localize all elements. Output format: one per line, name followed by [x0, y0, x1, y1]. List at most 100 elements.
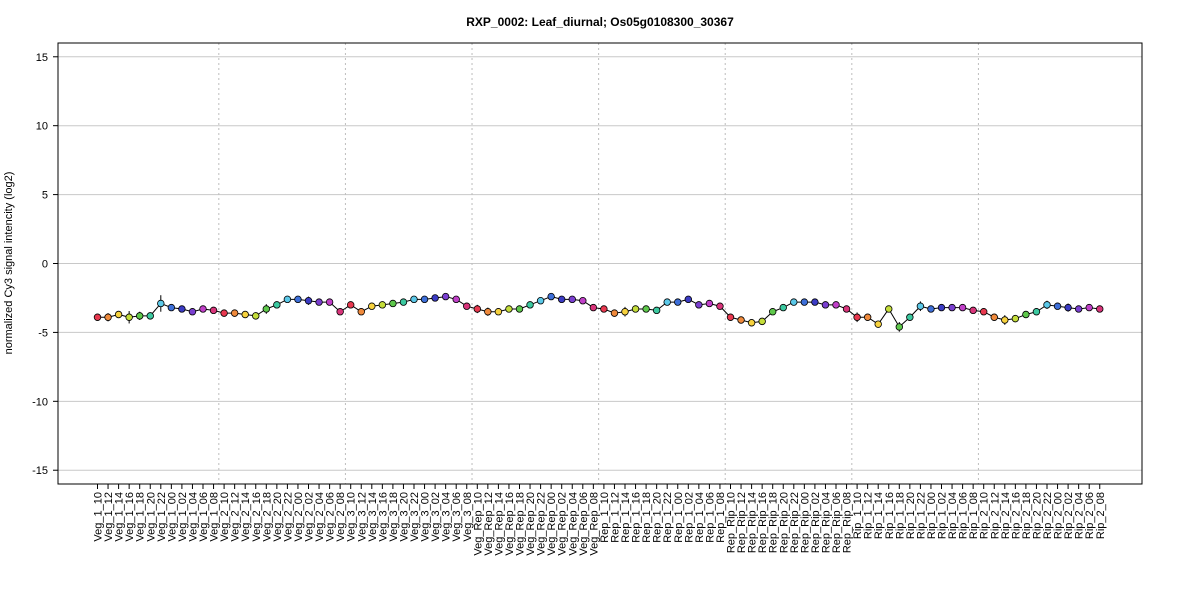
data-point: [885, 305, 893, 313]
x-tick-label: Veg_Rep_16: [504, 492, 516, 556]
data-point: [600, 305, 608, 313]
data-point: [410, 295, 418, 304]
data-point: [125, 313, 133, 321]
data-point: [114, 310, 123, 319]
data-point: [526, 301, 534, 309]
x-tick-label: Veg_1_18: [135, 492, 147, 542]
x-axis: Veg_1_10Veg_1_12Veg_1_14Veg_1_16Veg_1_18…: [93, 484, 1107, 556]
x-tick-label: Veg_3_20: [398, 492, 410, 542]
x-tick-label: Rip_2_02: [1063, 492, 1075, 539]
x-tick-label: Rip_1_02: [937, 492, 949, 539]
x-tick-label: Veg_Rep_20: [525, 492, 537, 556]
data-point: [241, 310, 249, 319]
data-point: [684, 295, 692, 304]
chart-title: RXP_0002: Leaf_diurnal; Os05g0108300_303…: [466, 15, 734, 29]
x-tick-label: Rep_Rip_16: [757, 492, 769, 553]
y-tick-label: -10: [32, 396, 48, 408]
data-point: [589, 303, 598, 312]
x-tick-label: Rip_2_22: [1042, 492, 1054, 539]
data-point: [1053, 302, 1062, 310]
data-point: [621, 308, 629, 316]
data-point: [230, 309, 239, 317]
data-point: [863, 313, 872, 321]
x-tick-label: Rip_2_18: [1021, 492, 1033, 539]
x-tick-label: Veg_2_20: [272, 492, 284, 542]
y-tick-label: 0: [42, 259, 48, 271]
data-point: [463, 302, 471, 310]
x-tick-label: Rep_Rip_06: [831, 492, 843, 553]
data-point: [842, 305, 851, 313]
x-tick-label: Veg_1_12: [103, 492, 115, 542]
y-tick-label: 15: [36, 52, 48, 64]
data-point: [441, 292, 450, 301]
data-point: [895, 323, 903, 331]
data-point: [874, 320, 882, 328]
x-tick-label: Veg_Rep_04: [567, 492, 579, 556]
x-tick-label: Veg_Rep_06: [578, 492, 590, 556]
data-point: [747, 319, 756, 327]
data-point: [188, 308, 197, 316]
x-tick-label: Veg_Rep_00: [546, 492, 558, 556]
x-tick-label: Rip_1_06: [958, 492, 970, 539]
y-axis: -15 -10 -5 0 5 10 15: [32, 52, 58, 477]
series-path: [97, 296, 1100, 328]
data-point: [958, 303, 967, 312]
data-point: [769, 308, 777, 316]
data-point: [1001, 316, 1009, 324]
data-point: [853, 313, 861, 321]
x-tick-label: Rep_1_00: [673, 492, 685, 543]
x-tick-label: Rep_1_06: [704, 492, 716, 543]
data-point: [980, 308, 988, 316]
x-tick-label: Rip_2_08: [1095, 492, 1107, 539]
x-tick-label: Veg_1_02: [177, 492, 189, 542]
x-tick-label: Veg_2_12: [230, 492, 242, 542]
grid-lines: [58, 56, 1142, 471]
data-point: [135, 312, 144, 320]
data-point: [990, 313, 998, 321]
data-point: [315, 298, 323, 306]
x-tick-label: Rep_Rip_14: [747, 492, 759, 553]
x-tick-label: Rip_1_20: [905, 492, 917, 539]
x-tick-label: Rip_1_14: [873, 492, 885, 539]
data-point: [167, 303, 176, 312]
data-point: [389, 299, 397, 308]
x-tick-label: Veg_3_18: [388, 492, 400, 542]
data-point: [178, 305, 186, 313]
data-point: [104, 313, 112, 321]
x-tick-label: Veg_1_10: [93, 492, 105, 542]
data-point: [1085, 303, 1093, 312]
data-point: [294, 295, 302, 304]
x-tick-label: Rep_Rip_12: [736, 492, 748, 553]
data-point: [399, 298, 408, 306]
x-tick-label: Veg_1_16: [124, 492, 136, 542]
x-tick-label: Veg_3_06: [451, 492, 463, 542]
data-point: [652, 306, 661, 315]
data-point: [1032, 308, 1041, 316]
data-point: [93, 313, 102, 321]
x-tick-label: Veg_2_08: [335, 492, 347, 542]
data-point: [378, 301, 387, 309]
data-point: [220, 309, 228, 317]
x-tick-label: Veg_1_06: [198, 492, 210, 542]
x-tick-label: Rep_Rip_00: [799, 492, 811, 553]
x-tick-label: Rip_1_12: [863, 492, 875, 539]
data-point: [157, 299, 165, 308]
data-point: [1022, 310, 1030, 319]
x-tick-label: Rep_Rip_04: [820, 492, 832, 553]
x-tick-label: Veg_1_00: [166, 492, 178, 542]
data-point: [800, 298, 809, 306]
x-tick-label: Rip_2_20: [1031, 492, 1043, 539]
data-point: [1096, 305, 1104, 313]
data-point: [199, 305, 207, 313]
x-tick-label: Rip_1_04: [947, 492, 959, 539]
data-point: [579, 297, 587, 305]
data-point: [1064, 303, 1072, 312]
x-tick-label: Veg_Rep_10: [472, 492, 484, 556]
y-tick-label: 10: [36, 121, 48, 133]
data-point: [420, 295, 429, 304]
x-tick-label: Veg_2_00: [293, 492, 305, 542]
x-tick-label: Veg_3_16: [377, 492, 389, 542]
x-tick-label: Veg_Rep_02: [557, 492, 569, 556]
data-point: [558, 295, 566, 304]
x-tick-label: Rip_2_14: [1000, 492, 1012, 539]
